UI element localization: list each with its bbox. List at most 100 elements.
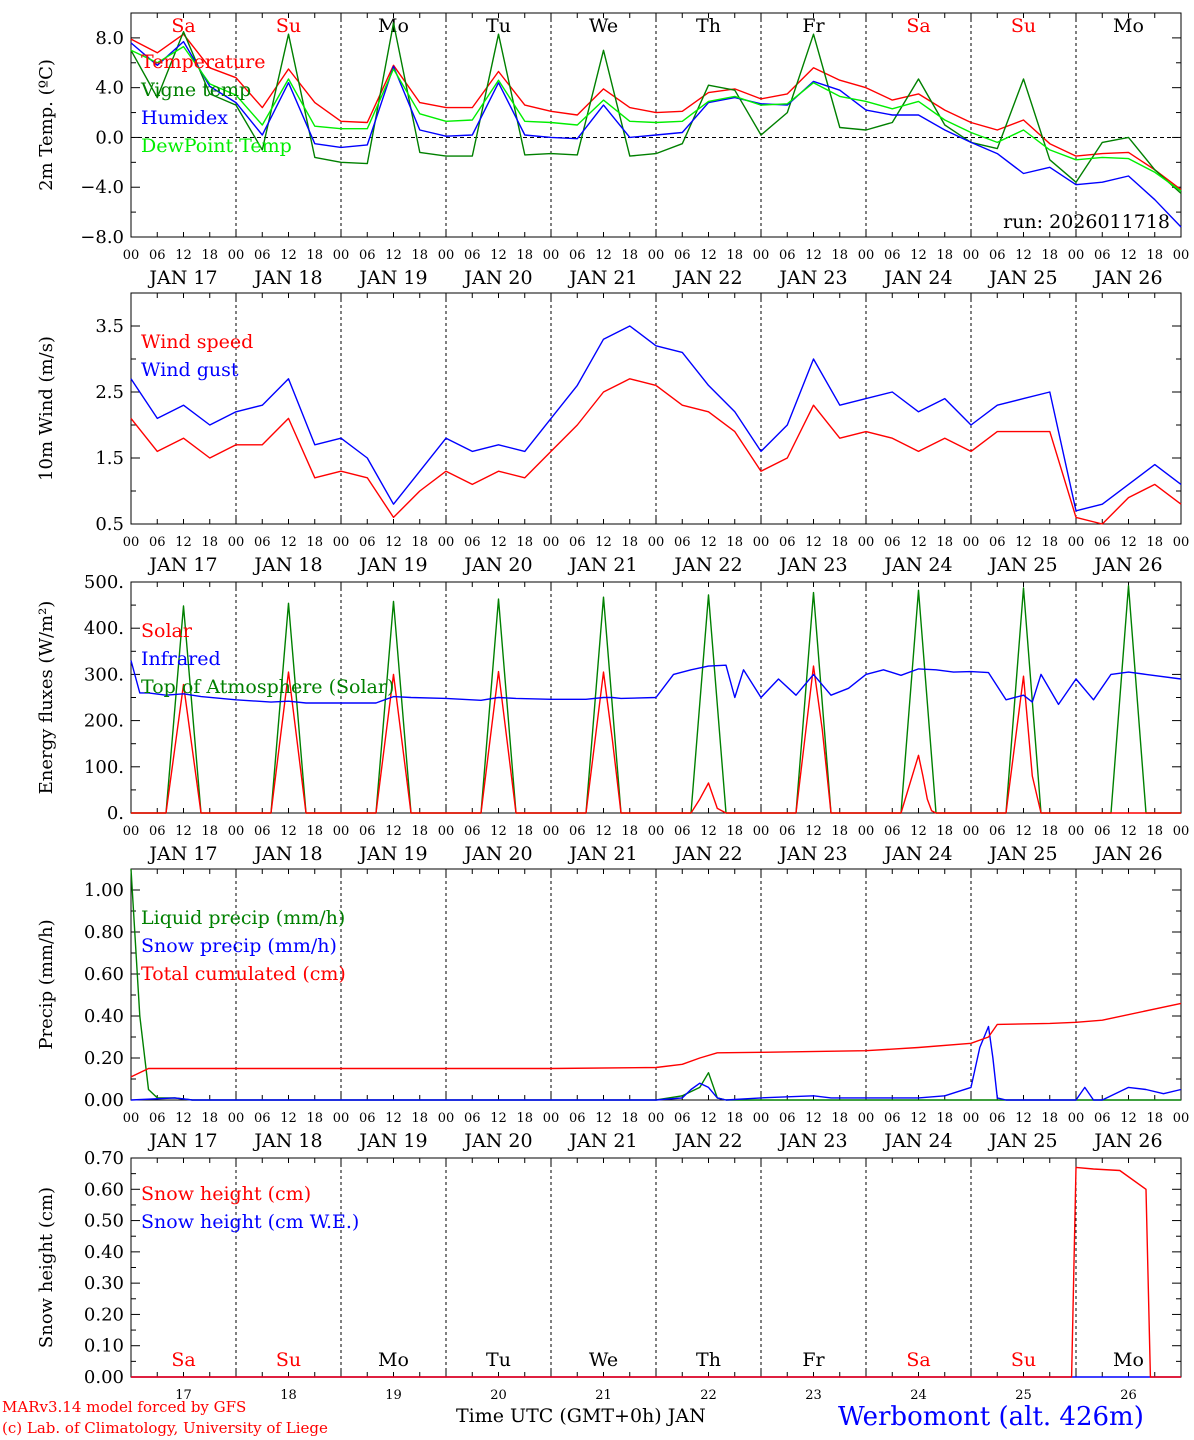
date-label: JAN 21 [567, 843, 637, 865]
day-number-label: 20 [490, 1388, 507, 1403]
hour-label: 12 [280, 1111, 297, 1126]
date-label: JAN 22 [672, 1130, 742, 1152]
hour-label: 12 [490, 248, 507, 263]
date-label: JAN 25 [987, 1130, 1057, 1152]
weekday-label: Mo [1113, 1349, 1144, 1371]
hour-label: 18 [516, 1111, 533, 1126]
hour-label: 06 [1094, 824, 1111, 839]
hour-label: 00 [648, 248, 665, 263]
legend-entry: DewPoint Temp [141, 135, 292, 157]
hour-label: 06 [254, 535, 271, 550]
hour-label: 12 [175, 535, 192, 550]
hour-label: 00 [543, 1111, 560, 1126]
date-label: JAN 26 [1092, 1130, 1162, 1152]
hour-label: 00 [753, 535, 770, 550]
y-tick-label: 0.20 [84, 1304, 124, 1325]
date-label: JAN 22 [672, 843, 742, 865]
y-axis-label: 10m Wind (m/s) [36, 336, 57, 481]
hour-label: 06 [1094, 535, 1111, 550]
legend-entry: Top of Atmosphere (Solar) [141, 676, 394, 698]
model-credit: MARv3.14 model forced by GFS [2, 1398, 247, 1416]
hour-label: 12 [700, 535, 717, 550]
weekday-label: We [589, 15, 618, 37]
hour-label: 00 [963, 535, 980, 550]
date-label: JAN 18 [252, 554, 322, 576]
hour-label: 06 [359, 535, 376, 550]
hour-label: 18 [831, 1111, 848, 1126]
hour-label: 06 [884, 535, 901, 550]
date-label: JAN 19 [357, 554, 427, 576]
hour-label: 06 [464, 535, 481, 550]
temp-panel: −8.0 −4.0 0.0 4.0 8.0 2m Temp. (ºC) 00 06 12 18 JA… [36, 12, 1190, 289]
date-label: JAN 23 [777, 1130, 847, 1152]
snow-panel: 0.00 0.10 0.20 0.30 0.40 0.50 0.60 0.70 Snow hei… [36, 1148, 1182, 1403]
hour-label: 00 [123, 824, 140, 839]
date-label: JAN 21 [567, 1130, 637, 1152]
hour-label: 12 [1015, 1111, 1032, 1126]
hour-label: 06 [254, 248, 271, 263]
day-number-label: 19 [385, 1388, 402, 1403]
date-label: JAN 23 [777, 843, 847, 865]
hour-label: 12 [805, 1111, 822, 1126]
hour-label: 00 [858, 1111, 875, 1126]
day-number-label: 21 [595, 1388, 612, 1403]
legend-entry: Solar [141, 620, 193, 642]
y-tick-label: 0.60 [84, 1179, 124, 1200]
weekday-label: Su [1011, 1349, 1036, 1371]
hour-label: 06 [884, 1111, 901, 1126]
weekday-label: Mo [1113, 15, 1144, 37]
hour-label: 06 [1094, 248, 1111, 263]
y-tick-label: 0.5 [95, 514, 124, 535]
hour-label: 18 [621, 248, 638, 263]
date-label: JAN 25 [987, 843, 1057, 865]
weekday-label: Tu [486, 15, 511, 37]
temp-series [130, 22, 1182, 228]
hour-label: 06 [779, 248, 796, 263]
y-axis-label: Precip (mm/h) [36, 919, 57, 1049]
hour-label: 12 [910, 1111, 927, 1126]
hour-label: 00 [1173, 824, 1190, 839]
hour-label: 00 [963, 1111, 980, 1126]
hour-label: 00 [438, 1111, 455, 1126]
weekday-label: Su [276, 1349, 301, 1371]
hour-label: 06 [779, 824, 796, 839]
date-label: JAN 17 [147, 843, 217, 865]
date-label: JAN 17 [147, 267, 217, 289]
date-label: JAN 24 [882, 843, 952, 865]
y-axis-label: Energy fluxes (W/m²) [36, 601, 57, 795]
hour-label: 18 [1041, 535, 1058, 550]
hour-label: 18 [936, 824, 953, 839]
hour-label: 00 [228, 248, 245, 263]
hour-label: 00 [963, 824, 980, 839]
hour-label: 06 [254, 824, 271, 839]
hour-label: 12 [805, 535, 822, 550]
legend-entry: Total cumulated (cm) [141, 963, 346, 985]
date-label: JAN 26 [1092, 554, 1162, 576]
hour-label: 06 [569, 535, 586, 550]
hour-label: 12 [280, 535, 297, 550]
wind-panel: 0.5 1.5 2.5 3.5 10m Wind (m/s) 00 06 12 18 JAN 17… [36, 292, 1190, 576]
day-number-label: 23 [805, 1388, 822, 1403]
lab-credit: (c) Lab. of Climatology, University of L… [2, 1419, 328, 1437]
hour-label: 18 [306, 248, 323, 263]
hour-label: 12 [175, 248, 192, 263]
hour-label: 00 [753, 248, 770, 263]
hour-label: 12 [595, 535, 612, 550]
hour-label: 06 [674, 824, 691, 839]
hour-label: 00 [1173, 248, 1190, 263]
legend-entry: Wind speed [141, 331, 253, 353]
date-label: JAN 17 [147, 554, 217, 576]
weekday-label: Tu [486, 1349, 511, 1371]
hour-label: 00 [438, 535, 455, 550]
hour-label: 12 [595, 248, 612, 263]
hour-label: 12 [595, 1111, 612, 1126]
hour-label: 12 [1120, 248, 1137, 263]
legend-entry: Snow precip (mm/h) [141, 935, 337, 957]
series-line-total-cumulated-cm [130, 1002, 1182, 1078]
hour-label: 12 [385, 1111, 402, 1126]
date-label: JAN 19 [357, 267, 427, 289]
hour-label: 00 [1173, 535, 1190, 550]
legend-entry: Snow height (cm) [141, 1183, 311, 1205]
hour-label: 18 [831, 248, 848, 263]
